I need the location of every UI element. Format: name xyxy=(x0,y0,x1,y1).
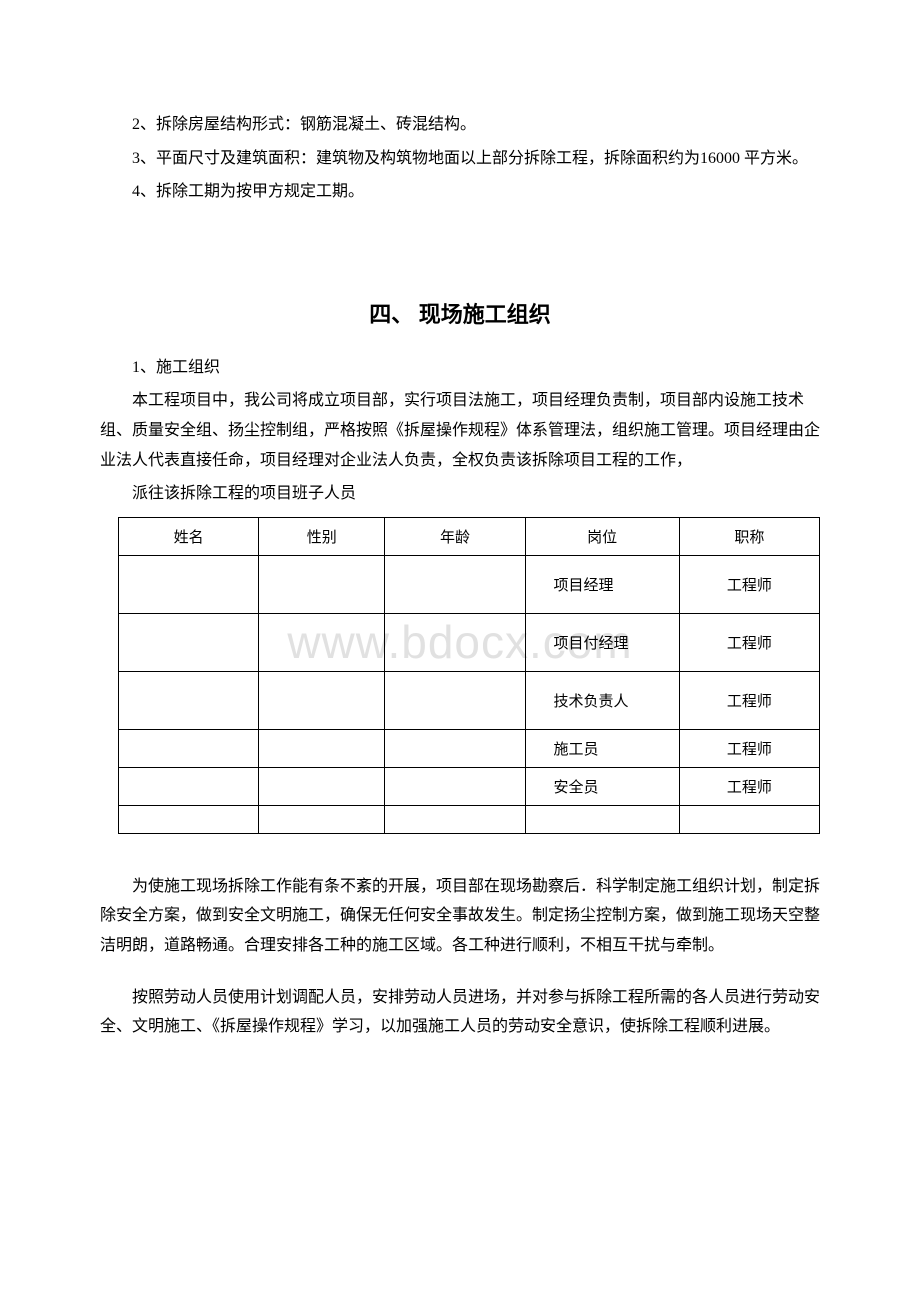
paragraph-item-2: 2、拆除房屋结构形式：钢筋混凝土、砖混结构。 xyxy=(100,110,820,140)
table-row: 项目付经理工程师 xyxy=(119,613,820,671)
section-heading: 四、 现场施工组织 xyxy=(100,297,820,329)
table-row: 技术负责人工程师 xyxy=(119,671,820,729)
table-cell xyxy=(385,729,525,767)
table-header-role: 岗位 xyxy=(525,517,679,555)
table-cell xyxy=(119,729,259,767)
personnel-table: 姓名 性别 年龄 岗位 职称 项目经理工程师项目付经理工程师技术负责人工程师施工… xyxy=(118,517,820,834)
paragraph-org-3: 派往该拆除工程的项目班子人员 xyxy=(100,479,820,509)
table-cell xyxy=(385,613,525,671)
table-cell xyxy=(119,767,259,805)
table-cell: 工程师 xyxy=(679,767,819,805)
table-row: 施工员工程师 xyxy=(119,729,820,767)
table-cell xyxy=(119,805,259,833)
table-cell xyxy=(259,671,385,729)
document-content: 2、拆除房屋结构形式：钢筋混凝土、砖混结构。 3、平面尺寸及建筑面积：建筑物及构… xyxy=(100,110,820,1042)
table-cell xyxy=(679,805,819,833)
table-cell: 工程师 xyxy=(679,555,819,613)
paragraph-bottom-1: 为使施工现场拆除工作能有条不紊的开展，项目部在现场勘察后．科学制定施工组织计划，… xyxy=(100,872,820,961)
table-cell xyxy=(259,555,385,613)
table-cell xyxy=(259,805,385,833)
table-cell: 安全员 xyxy=(525,767,679,805)
table-header-gender: 性别 xyxy=(259,517,385,555)
table-cell: 项目经理 xyxy=(525,555,679,613)
personnel-table-wrapper: 姓名 性别 年龄 岗位 职称 项目经理工程师项目付经理工程师技术负责人工程师施工… xyxy=(100,517,820,834)
table-cell: 技术负责人 xyxy=(525,671,679,729)
table-cell: 项目付经理 xyxy=(525,613,679,671)
paragraph-org-1: 1、施工组织 xyxy=(100,353,820,383)
table-row: 安全员工程师 xyxy=(119,767,820,805)
paragraph-item-4: 4、拆除工期为按甲方规定工期。 xyxy=(100,177,820,207)
table-cell xyxy=(259,613,385,671)
table-empty-row xyxy=(119,805,820,833)
table-cell: 工程师 xyxy=(679,671,819,729)
paragraph-item-3: 3、平面尺寸及建筑面积：建筑物及构筑物地面以上部分拆除工程，拆除面积约为1600… xyxy=(100,144,820,174)
table-row: 项目经理工程师 xyxy=(119,555,820,613)
table-cell xyxy=(525,805,679,833)
table-header-row: 姓名 性别 年龄 岗位 职称 xyxy=(119,517,820,555)
table-cell xyxy=(119,671,259,729)
table-cell xyxy=(259,767,385,805)
table-cell xyxy=(385,805,525,833)
table-cell: 工程师 xyxy=(679,613,819,671)
table-header-age: 年龄 xyxy=(385,517,525,555)
table-header-title: 职称 xyxy=(679,517,819,555)
table-cell xyxy=(385,767,525,805)
table-cell xyxy=(385,555,525,613)
table-cell xyxy=(119,613,259,671)
table-cell xyxy=(385,671,525,729)
table-cell xyxy=(119,555,259,613)
table-header-name: 姓名 xyxy=(119,517,259,555)
table-cell: 工程师 xyxy=(679,729,819,767)
table-cell: 施工员 xyxy=(525,729,679,767)
paragraph-org-2: 本工程项目中，我公司将成立项目部，实行项目法施工，项目经理负责制，项目部内设施工… xyxy=(100,386,820,475)
table-cell xyxy=(259,729,385,767)
paragraph-bottom-2: 按照劳动人员使用计划调配人员，安排劳动人员进场，并对参与拆除工程所需的各人员进行… xyxy=(100,983,820,1042)
